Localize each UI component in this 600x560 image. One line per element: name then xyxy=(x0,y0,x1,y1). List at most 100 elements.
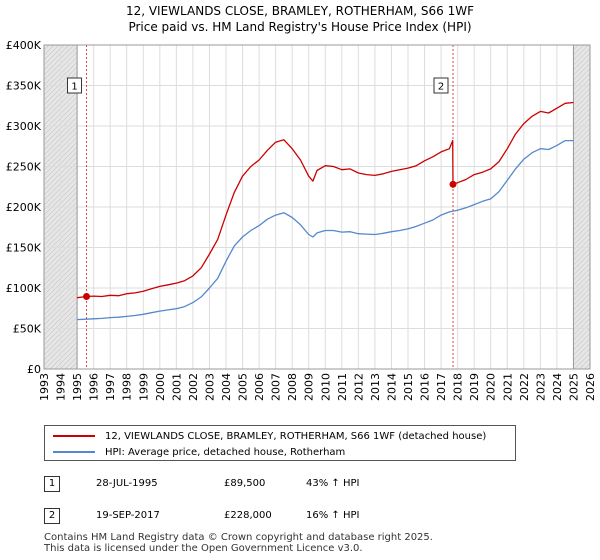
hatch-line-end xyxy=(573,293,591,311)
y-tick-label: £50K xyxy=(13,323,42,336)
hatch-line-end xyxy=(579,358,591,370)
hatch-line-end xyxy=(573,178,591,196)
hatch-line-end xyxy=(573,168,591,186)
sale-label-number: 2 xyxy=(438,82,444,93)
hatch-line-end xyxy=(573,328,591,346)
hatch-line-end xyxy=(573,73,591,91)
footer: Contains HM Land Registry data © Crown c… xyxy=(44,532,433,554)
hatch-line-end xyxy=(573,93,591,111)
hatch-line-end xyxy=(573,268,591,286)
hatch-line-end xyxy=(573,103,591,121)
hatch-line-start xyxy=(43,44,70,71)
hatch-line-start xyxy=(43,44,75,76)
hatch-line-end xyxy=(573,128,591,146)
x-tick-label: 1995 xyxy=(71,373,84,401)
y-tick-label: £200K xyxy=(6,201,42,214)
x-tick-label: 1994 xyxy=(55,373,68,401)
hatch-line-end xyxy=(573,318,591,336)
legend-line-property xyxy=(53,435,95,437)
footer-licence: This data is licensed under the Open Gov… xyxy=(44,543,363,554)
hatch-line-end xyxy=(573,208,591,226)
hatch-line-end xyxy=(573,148,591,166)
hatch-line-end xyxy=(573,333,591,351)
chart-title: 12, VIEWLANDS CLOSE, BRAMLEY, ROTHERHAM,… xyxy=(0,3,600,35)
legend-item-property: 12, VIEWLANDS CLOSE, BRAMLEY, ROTHERHAM,… xyxy=(53,429,486,443)
sale-date: 19-SEP-2017 xyxy=(96,510,160,521)
x-tick-label: 2000 xyxy=(154,373,167,401)
hatch-line-end xyxy=(573,248,591,266)
x-tick-label: 2023 xyxy=(534,373,547,401)
sale-row: 2 19-SEP-2017 £228,000 16% ↑ HPI xyxy=(44,508,464,526)
y-tick-label: £150K xyxy=(6,242,42,255)
hatch-line-end xyxy=(573,48,591,66)
x-tick-label: 2008 xyxy=(286,373,299,401)
x-tick-label: 2019 xyxy=(468,373,481,401)
sale-label-box xyxy=(433,77,449,94)
hatch-line-end xyxy=(573,78,591,96)
sale-hpi-change: 16% ↑ HPI xyxy=(306,510,360,521)
x-tick-label: 2015 xyxy=(402,373,415,401)
sale-label-box xyxy=(67,77,83,94)
sale-hpi-change: 43% ↑ HPI xyxy=(306,478,360,489)
x-tick-label: 1997 xyxy=(104,373,117,401)
x-tick-label: 2011 xyxy=(336,373,349,401)
sale-label-number: 1 xyxy=(71,82,77,93)
x-tick-label: 2025 xyxy=(567,373,580,401)
hatch-line-end xyxy=(573,258,591,276)
hatch-line-end xyxy=(573,68,591,86)
hatch-line-end xyxy=(573,308,591,326)
x-tick-label: 2026 xyxy=(584,373,597,401)
hatch-line-end xyxy=(573,298,591,316)
hatch-line-end xyxy=(573,203,591,221)
hatch-line-end xyxy=(573,44,589,61)
legend-label-property: 12, VIEWLANDS CLOSE, BRAMLEY, ROTHERHAM,… xyxy=(105,430,487,442)
x-tick-label: 2007 xyxy=(270,373,283,401)
x-tick-label: 1999 xyxy=(137,373,150,401)
hatch-line-end xyxy=(573,173,591,191)
hatch-line-start xyxy=(43,44,55,56)
hatch-line-start xyxy=(43,44,50,51)
hatch-line-end xyxy=(573,83,591,101)
hatch-line-end xyxy=(573,188,591,206)
gridlines xyxy=(43,44,591,370)
sale-number-badge: 2 xyxy=(44,508,60,524)
hatch-line-end xyxy=(573,44,584,56)
hatch-line-end xyxy=(573,278,591,296)
y-tick-label: £250K xyxy=(6,161,42,174)
x-tick-label: 2014 xyxy=(385,373,398,401)
hatch-line-end xyxy=(573,53,591,71)
x-tick-label: 2016 xyxy=(419,373,432,401)
x-tick-label: 2024 xyxy=(551,373,564,401)
hatch-line-end xyxy=(573,218,591,236)
x-tick-label: 1996 xyxy=(88,373,101,401)
x-tick-label: 2006 xyxy=(253,373,266,401)
x-tick-label: 2013 xyxy=(369,373,382,401)
hatch-line-end xyxy=(573,44,579,51)
hatch-line-end xyxy=(573,88,591,106)
hatch-line-end xyxy=(573,288,591,306)
x-tick-label: 2009 xyxy=(303,373,316,401)
hatch-line-end xyxy=(573,118,591,136)
x-tick-label: 2005 xyxy=(237,373,250,401)
chart-title-line1: 12, VIEWLANDS CLOSE, BRAMLEY, ROTHERHAM,… xyxy=(125,4,475,18)
hatch-line-end xyxy=(573,183,591,201)
hatch-line-end xyxy=(573,303,591,321)
hatch-line-end xyxy=(573,133,591,151)
hatch-line-end xyxy=(573,213,591,231)
y-tick-label: £350K xyxy=(6,80,42,93)
hatch-line-end xyxy=(573,338,591,356)
hatch-line-end xyxy=(573,323,591,341)
hatch-line-end xyxy=(573,223,591,241)
hatch-line-end xyxy=(573,243,591,261)
x-tick-label: 2018 xyxy=(452,373,465,401)
x-tick-label: 2022 xyxy=(518,373,531,401)
x-tick-label: 1998 xyxy=(121,373,134,401)
y-tick-label: £400K xyxy=(6,39,42,52)
sale-price: £228,000 xyxy=(224,510,272,521)
x-tick-label: 2003 xyxy=(203,373,216,401)
hatch-line-end xyxy=(573,153,591,171)
y-tick-label: £100K xyxy=(6,282,42,295)
hatch-line-end xyxy=(573,98,591,116)
hatch-line-end xyxy=(573,348,591,366)
hpi-line xyxy=(77,139,574,321)
